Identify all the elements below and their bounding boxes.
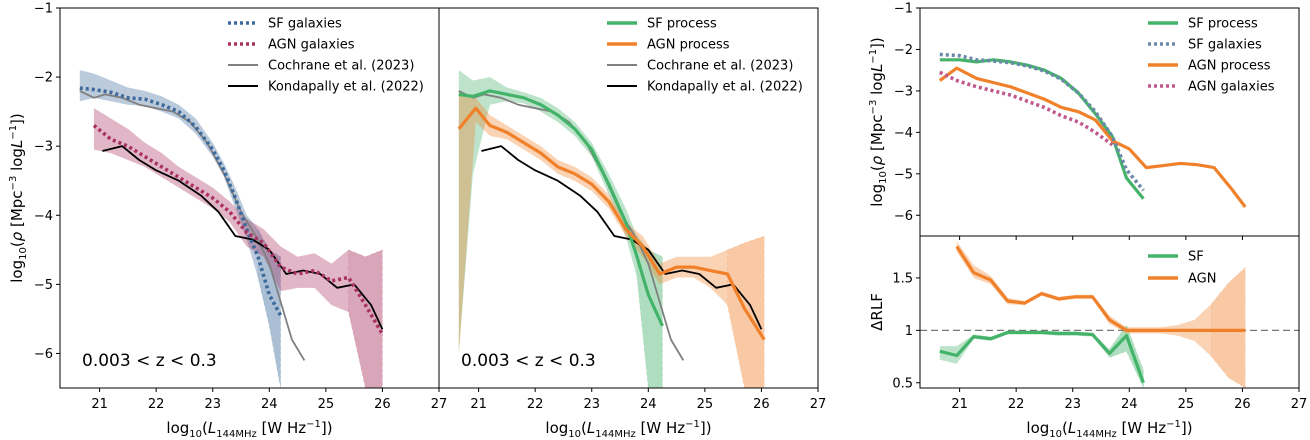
y-tick-label: −6 <box>894 209 913 224</box>
x-tick-label: 26 <box>374 397 391 412</box>
error-band-0 <box>939 325 1144 388</box>
x-tick-label: 22 <box>148 397 165 412</box>
series-line-1 <box>939 52 1145 192</box>
x-tick-label: 24 <box>261 397 278 412</box>
error-band-1 <box>93 108 383 388</box>
series-line-0 <box>939 330 1145 384</box>
series-line-3 <box>481 145 763 330</box>
x-tick-label: 24 <box>640 397 657 412</box>
x-axis-label: log10(L144MHz [W Hz−1]) <box>166 419 332 440</box>
series-line-0 <box>458 89 664 327</box>
legend-label-1: AGN <box>1188 272 1216 287</box>
axes-frame <box>438 7 819 389</box>
legend-label-1: AGN galaxies <box>268 38 355 53</box>
panel-right-top: −6 −5 −4 −3 −2 −1 log10(ρ [Mpc−3 logL−1]) SF pr… <box>868 2 1300 240</box>
y-tick-label: −4 <box>34 209 53 224</box>
legend-label-0: SF process <box>1188 17 1258 32</box>
x-tick-label: 23 <box>583 397 600 412</box>
x-tick-label: 22 <box>527 397 544 412</box>
y-tick-label: −5 <box>34 278 53 293</box>
series-line-1 <box>955 245 1246 332</box>
x-axis-label: log10(L144MHz [W Hz−1]) <box>1026 419 1192 440</box>
x-tick-label: 27 <box>431 397 448 412</box>
series-line-0 <box>939 58 1145 200</box>
legend-label-0: SF <box>1188 250 1204 265</box>
x-tick-label: 21 <box>91 397 108 412</box>
legend: SF process SF galaxies AGN process AGN gala… <box>1148 17 1275 95</box>
y-tick-label: 1.5 <box>892 271 913 286</box>
plot-area <box>920 241 1299 388</box>
y-tick-label: 1 <box>905 324 913 339</box>
x-tick-label: 26 <box>1234 397 1251 412</box>
legend-label-3: Kondapally et al. (2022) <box>268 80 424 95</box>
x-axis-label: log10(L144MHz [W Hz−1]) <box>545 419 711 440</box>
legend-label-1: SF galaxies <box>1188 38 1262 53</box>
y-axis-label: log10(ρ [Mpc−3 logL−1]) <box>8 113 29 283</box>
x-tick-label: 22 <box>1008 397 1025 412</box>
error-band-0 <box>458 70 663 388</box>
x-tick-label: 23 <box>204 397 221 412</box>
legend-label-2: Cochrane et al. (2023) <box>647 59 793 74</box>
plot-area <box>938 52 1247 208</box>
x-tick-label: 25 <box>697 397 714 412</box>
redshift-annotation: 0.003 < z < 0.3 <box>82 351 217 371</box>
y-tick-label: 0.5 <box>892 376 913 391</box>
plot-area <box>457 70 766 388</box>
panel-left: 21 22 23 24 25 26 27 −6 −5 −4 −3 −2 −1 log10(L144MHz … <box>8 2 447 440</box>
y-tick-label: −1 <box>894 2 913 17</box>
series-line-1 <box>92 124 384 336</box>
series-line-2 <box>938 66 1247 208</box>
series-line-3 <box>102 145 384 330</box>
legend-label-3: Kondapally et al. (2022) <box>647 80 803 95</box>
legend-label-2: Cochrane et al. (2023) <box>268 59 414 74</box>
series-line-3 <box>939 70 1114 147</box>
legend-label-2: AGN process <box>1188 59 1271 74</box>
x-tick-label: 27 <box>810 397 827 412</box>
hatched-band-1 <box>348 249 383 388</box>
plot-area <box>79 70 384 388</box>
x-tick-label: 23 <box>1064 397 1081 412</box>
y-axis-label: log10(ρ [Mpc−3 logL−1]) <box>868 37 889 207</box>
y-tick-label: −5 <box>894 167 913 182</box>
panel-right-bottom: 21 22 23 24 25 26 27 0.5 1 1.5 log10(L144MHz [W Hz… <box>868 235 1308 440</box>
legend-label-1: AGN process <box>647 38 730 53</box>
series-line-1 <box>457 106 766 341</box>
redshift-annotation: 0.003 < z < 0.3 <box>461 351 596 371</box>
y-tick-label: −4 <box>894 126 913 141</box>
axes-frame <box>919 235 1300 389</box>
x-tick-label: 25 <box>1178 397 1195 412</box>
legend: SF galaxies AGN galaxies Cochrane et al. (… <box>228 17 424 95</box>
y-axis-label: ΔRLF <box>868 293 886 331</box>
x-tick-label: 26 <box>753 397 770 412</box>
x-tick-label: 21 <box>951 397 968 412</box>
legend-label-3: AGN galaxies <box>1188 80 1275 95</box>
legend-label-0: SF process <box>647 17 717 32</box>
y-tick-label: −2 <box>894 43 913 58</box>
x-tick-label: 25 <box>318 397 335 412</box>
legend: SF process AGN process Cochrane et al. (20… <box>607 17 803 95</box>
panel-middle: 21 22 23 24 25 26 27 log10(L144MHz [W Hz−1]) 0.0… <box>438 7 827 440</box>
y-tick-label: −3 <box>34 140 53 155</box>
legend-label-0: SF galaxies <box>268 17 342 32</box>
series-line-0 <box>79 86 283 317</box>
series-line-2 <box>79 90 306 361</box>
hatched-band-0 <box>257 228 281 388</box>
hatched-band-1 <box>1211 266 1246 388</box>
x-tick-label: 24 <box>1121 397 1138 412</box>
error-band-1 <box>458 90 765 388</box>
y-tick-label: −1 <box>34 2 53 17</box>
legend: SF AGN <box>1148 250 1216 287</box>
y-tick-label: −2 <box>34 71 53 86</box>
x-tick-label: 21 <box>470 397 487 412</box>
x-tick-label: 27 <box>1291 397 1308 412</box>
y-tick-label: −3 <box>894 84 913 99</box>
hatched-band-0 <box>1109 324 1144 388</box>
y-tick-label: −6 <box>34 347 53 362</box>
